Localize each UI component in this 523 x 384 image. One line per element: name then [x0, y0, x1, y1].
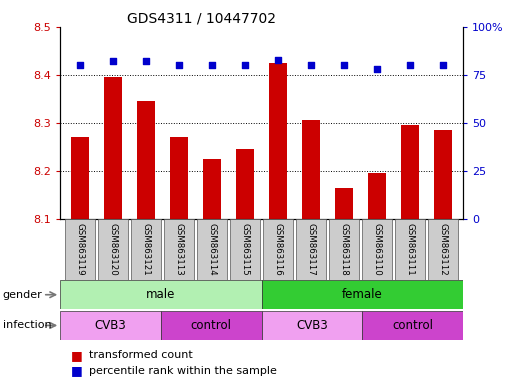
Point: [373, 66, 381, 72]
Point: [340, 62, 348, 68]
Text: CVB3: CVB3: [296, 319, 328, 332]
Text: GSM863112: GSM863112: [439, 223, 448, 276]
Bar: [262, 311, 362, 340]
Bar: [60, 280, 262, 309]
Point: [175, 62, 183, 68]
Point: [439, 62, 447, 68]
Point: [142, 58, 150, 65]
Text: GSM863115: GSM863115: [241, 223, 249, 276]
Point: [406, 62, 414, 68]
Text: ■: ■: [71, 364, 82, 377]
Bar: [296, 219, 326, 280]
Text: control: control: [191, 319, 232, 332]
Text: male: male: [146, 288, 176, 301]
Bar: [434, 130, 452, 219]
Bar: [269, 63, 287, 219]
Bar: [65, 219, 95, 280]
Text: GSM863121: GSM863121: [141, 223, 151, 276]
Text: gender: gender: [3, 290, 42, 300]
Bar: [137, 101, 155, 219]
Bar: [362, 219, 392, 280]
Bar: [262, 280, 463, 309]
Bar: [131, 219, 161, 280]
Point: [208, 62, 216, 68]
Bar: [395, 219, 425, 280]
Bar: [164, 219, 194, 280]
Bar: [335, 188, 353, 219]
Text: GSM863110: GSM863110: [372, 223, 382, 276]
Point: [241, 62, 249, 68]
Bar: [60, 311, 161, 340]
Text: GSM863118: GSM863118: [339, 223, 348, 276]
Text: percentile rank within the sample: percentile rank within the sample: [89, 366, 277, 376]
Point: [76, 62, 84, 68]
Text: control: control: [392, 319, 433, 332]
Text: GSM863111: GSM863111: [405, 223, 415, 276]
Bar: [104, 77, 122, 219]
Bar: [230, 219, 260, 280]
Bar: [428, 219, 458, 280]
Bar: [203, 159, 221, 219]
Text: CVB3: CVB3: [95, 319, 127, 332]
Bar: [368, 173, 386, 219]
Bar: [98, 219, 128, 280]
Point: [109, 58, 117, 65]
Text: GSM863119: GSM863119: [75, 223, 84, 276]
Text: transformed count: transformed count: [89, 350, 192, 360]
Bar: [71, 137, 89, 219]
Point: [274, 56, 282, 63]
Bar: [263, 219, 293, 280]
Bar: [170, 137, 188, 219]
Text: GSM863113: GSM863113: [175, 223, 184, 276]
Text: GSM863114: GSM863114: [208, 223, 217, 276]
Text: GSM863117: GSM863117: [306, 223, 315, 276]
Bar: [197, 219, 227, 280]
Text: infection: infection: [3, 320, 51, 331]
Bar: [329, 219, 359, 280]
Point: [307, 62, 315, 68]
Bar: [302, 121, 320, 219]
Text: female: female: [342, 288, 382, 301]
Text: GDS4311 / 10447702: GDS4311 / 10447702: [127, 12, 276, 25]
Bar: [236, 149, 254, 219]
Bar: [161, 311, 262, 340]
Text: GSM863120: GSM863120: [108, 223, 118, 276]
Bar: [401, 125, 419, 219]
Bar: [362, 311, 463, 340]
Text: ■: ■: [71, 349, 82, 362]
Text: GSM863116: GSM863116: [274, 223, 282, 276]
